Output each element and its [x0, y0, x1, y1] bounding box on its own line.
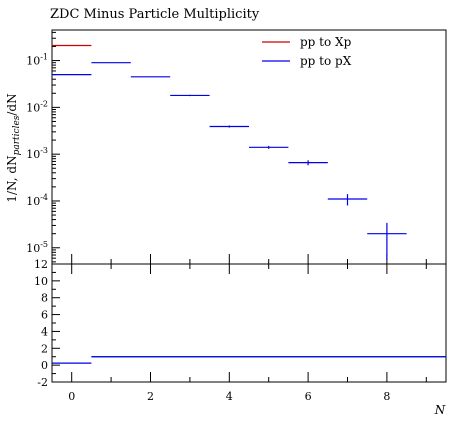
ratio-ytick-label: 10	[34, 275, 48, 288]
ratio-ytick-label: 2	[41, 342, 48, 355]
ratio-ytick-label: -2	[37, 376, 48, 389]
x-tick-label: 0	[68, 390, 75, 403]
x-axis-label: N	[434, 403, 446, 417]
ratio-series	[52, 356, 446, 364]
x-tick-label: 8	[383, 390, 390, 403]
ratio-ytick-label: 8	[41, 292, 48, 305]
main-ytick-label: 10-3	[26, 146, 48, 161]
x-tick-label: 6	[305, 390, 312, 403]
ratio-ytick-label: 4	[41, 325, 48, 338]
legend-label: pp to Xp	[300, 35, 352, 49]
main-plot: 10-1 10-2 10-3 10-4 10-5 pp to Xp pp to pX 1/…	[5, 29, 447, 265]
y-axis-label: 1/N, dNparticles/dN	[5, 93, 22, 202]
legend-label: pp to pX	[300, 54, 352, 68]
ratio-ytick-label: 12	[34, 258, 48, 271]
main-series	[52, 44, 407, 260]
ratio-yticks: -2 0 2 4 6 8 10 12	[34, 258, 60, 389]
main-ytick-label: 10-5	[26, 240, 48, 255]
main-yticks: 10-1 10-2 10-3 10-4 10-5	[26, 31, 60, 263]
ratio-plot-frame	[51, 263, 447, 383]
x-tick-label: 4	[226, 390, 233, 403]
main-ytick-label: 10-1	[26, 53, 48, 68]
chart-title: ZDC Minus Particle Multiplicity	[50, 7, 260, 22]
main-ytick-label: 10-2	[26, 99, 48, 114]
main-xticks	[71, 254, 427, 264]
ratio-ytick-label: 0	[41, 359, 48, 372]
legend: pp to Xp pp to pX	[262, 35, 352, 68]
ratio-xticks: 0 2 4 6 8	[68, 264, 427, 403]
main-ytick-label: 10-4	[26, 193, 48, 208]
x-tick-label: 2	[147, 390, 154, 403]
ratio-plot: -2 0 2 4 6 8 10 12 0 2 4 6 8	[34, 258, 447, 403]
ratio-ytick-label: 6	[41, 309, 48, 322]
